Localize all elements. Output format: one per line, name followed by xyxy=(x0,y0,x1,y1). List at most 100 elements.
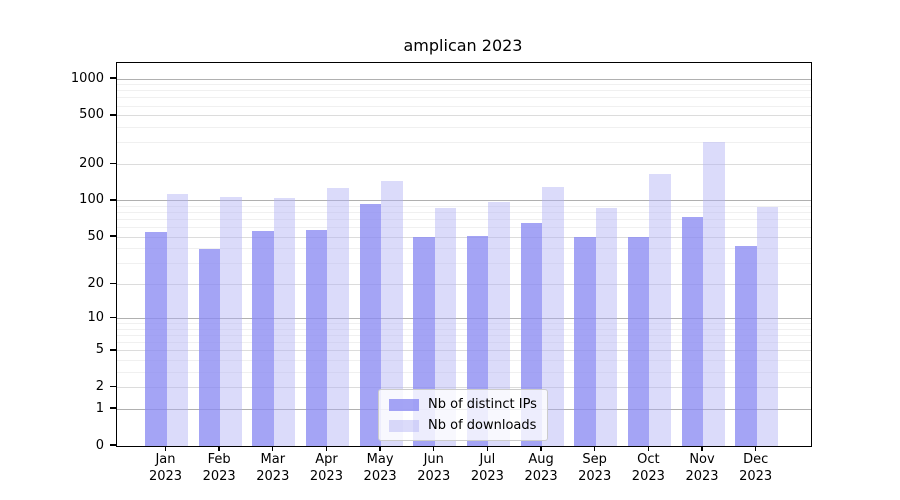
x-tick-label-mar: Mar 2023 xyxy=(256,452,290,484)
x-tick-label-oct: Oct 2023 xyxy=(631,452,665,484)
gridline-400 xyxy=(117,127,811,129)
y-tick-label-500: 500 xyxy=(79,107,104,123)
chart-title: amplican 2023 xyxy=(403,36,523,55)
gridline-60 xyxy=(117,227,811,229)
gridline-40 xyxy=(117,248,811,250)
y-tick-2 xyxy=(110,385,116,388)
gridline-100 xyxy=(117,200,811,202)
gridline-600 xyxy=(117,105,811,107)
bar-ips-mar xyxy=(252,231,274,446)
bar-ips-may xyxy=(359,204,382,446)
x-tick-label-jun: Jun 2023 xyxy=(417,452,451,484)
legend: Nb of distinct IPs Nb of downloads xyxy=(378,389,548,441)
gridline-20 xyxy=(117,283,811,285)
y-tick-label-50: 50 xyxy=(87,228,104,244)
gridline-500 xyxy=(117,115,811,117)
bar-downloads-jan xyxy=(166,193,188,446)
gridline-90 xyxy=(117,205,811,207)
bar-ips-feb xyxy=(198,248,221,446)
x-tick-apr xyxy=(325,446,328,451)
gridline-30 xyxy=(117,263,811,265)
x-tick-jan xyxy=(164,446,167,451)
bar-ips-nov xyxy=(681,216,703,446)
bar-downloads-dec xyxy=(756,206,779,446)
y-tick-0 xyxy=(110,444,116,446)
gridline-3 xyxy=(117,371,811,373)
bar-downloads-feb xyxy=(220,196,242,446)
x-tick-label-dec: Dec 2023 xyxy=(739,452,773,484)
gridline-80 xyxy=(117,212,811,214)
y-tick-label-2: 2 xyxy=(95,379,104,395)
y-tick-label-0: 0 xyxy=(95,437,104,453)
y-tick-10 xyxy=(110,316,116,319)
x-tick-label-may: May 2023 xyxy=(363,452,397,484)
bar-downloads-apr xyxy=(327,188,349,446)
legend-label-distinct-ips: Nb of distinct IPs xyxy=(428,397,537,412)
x-tick-label-nov: Nov 2023 xyxy=(685,452,719,484)
y-tick-label-5: 5 xyxy=(95,342,104,358)
gridline-6 xyxy=(117,342,811,344)
legend-item-distinct-ips: Nb of distinct IPs xyxy=(389,396,537,413)
bar-ips-jan xyxy=(145,232,167,446)
gridline-700 xyxy=(117,97,811,99)
y-tick-500 xyxy=(110,114,116,116)
y-tick-label-20: 20 xyxy=(87,275,104,291)
x-tick-dec xyxy=(754,446,757,451)
x-tick-feb xyxy=(218,446,220,451)
bar-downloads-mar xyxy=(273,197,296,446)
x-tick-label-apr: Apr 2023 xyxy=(309,452,343,484)
gridline-200 xyxy=(117,163,811,165)
y-tick-label-10: 10 xyxy=(87,310,104,326)
x-tick-label-jan: Jan 2023 xyxy=(148,452,183,484)
gridline-2 xyxy=(117,387,811,389)
gridline-50 xyxy=(117,236,811,238)
bar-downloads-may xyxy=(381,181,403,446)
bar-downloads-aug xyxy=(542,187,564,446)
y-tick-5 xyxy=(110,349,116,351)
gridline-10 xyxy=(117,318,811,320)
bar-ips-apr xyxy=(305,230,328,446)
gridline-1000 xyxy=(117,78,811,80)
x-tick-label-sep: Sep 2023 xyxy=(578,452,612,484)
gridline-9 xyxy=(117,323,811,325)
y-tick-label-100: 100 xyxy=(79,192,104,208)
y-tick-1 xyxy=(110,407,116,409)
gridline-800 xyxy=(117,90,811,92)
x-tick-nov xyxy=(701,446,703,451)
gridline-300 xyxy=(117,142,811,144)
x-tick-jun xyxy=(433,446,435,451)
x-tick-aug xyxy=(540,446,542,451)
bar-downloads-nov xyxy=(703,141,725,446)
y-tick-1000 xyxy=(110,77,116,79)
bar-downloads-jun xyxy=(434,208,457,446)
x-tick-oct xyxy=(647,446,650,451)
x-tick-may xyxy=(379,446,381,451)
x-tick-jul xyxy=(486,446,489,451)
y-tick-200 xyxy=(110,162,116,164)
y-tick-label-200: 200 xyxy=(79,155,104,171)
legend-label-downloads: Nb of downloads xyxy=(428,418,537,433)
bar-downloads-jul xyxy=(488,202,510,446)
gridline-4 xyxy=(117,360,811,362)
x-tick-label-feb: Feb 2023 xyxy=(202,452,236,484)
legend-swatch-distinct-ips-icon xyxy=(389,398,419,411)
x-tick-label-aug: Aug 2023 xyxy=(524,452,558,484)
y-tick-50 xyxy=(110,235,116,237)
y-tick-label-1: 1 xyxy=(95,400,104,416)
gridline-7 xyxy=(117,335,811,337)
bar-downloads-sep xyxy=(595,208,618,446)
gridline-70 xyxy=(117,219,811,221)
bar-ips-dec xyxy=(735,246,757,446)
x-tick-sep xyxy=(594,446,596,451)
gridline-5 xyxy=(117,350,811,352)
y-tick-label-1000: 1000 xyxy=(70,70,104,86)
x-tick-label-jul: Jul 2023 xyxy=(470,452,504,484)
bar-ips-oct xyxy=(627,237,650,446)
bar-downloads-oct xyxy=(649,173,671,446)
legend-swatch-downloads-icon xyxy=(389,419,419,432)
y-tick-20 xyxy=(110,282,116,284)
gridline-900 xyxy=(117,84,811,86)
x-tick-mar xyxy=(272,446,274,451)
gridline-8 xyxy=(117,328,811,330)
